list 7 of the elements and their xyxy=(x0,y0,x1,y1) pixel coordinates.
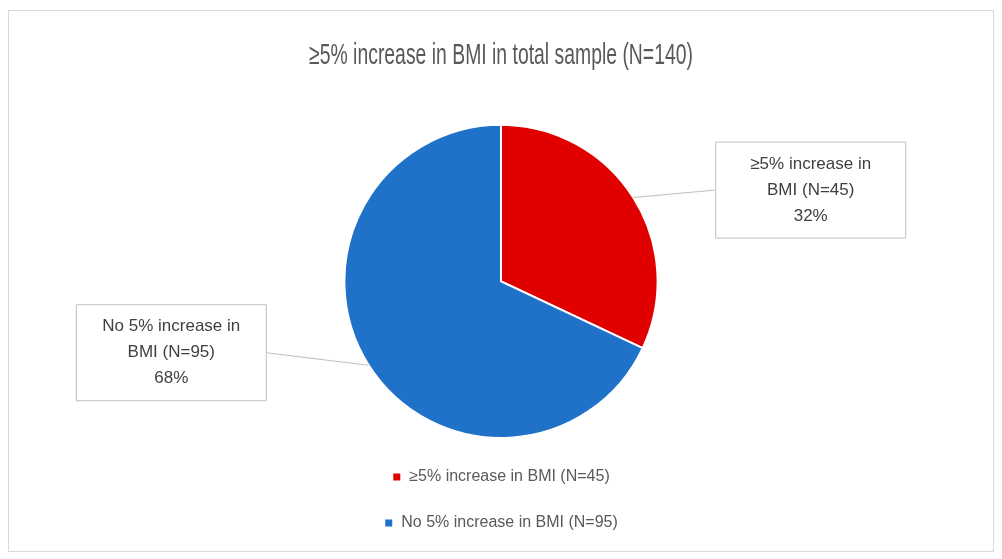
slice-label: No 5% increase in BMI (N=95) xyxy=(102,316,241,362)
legend-label: ≥5% increase in BMI (N=45) xyxy=(409,467,610,485)
slice-label: ≥5% increase in BMI (N=45) xyxy=(750,153,872,199)
chart-title: ≥5% increase in BMI in total sample (N=140) xyxy=(309,38,693,71)
legend-label: No 5% increase in BMI (N=95) xyxy=(401,513,618,531)
data-label: 68% xyxy=(154,368,189,388)
data-label: 32% xyxy=(793,205,828,225)
